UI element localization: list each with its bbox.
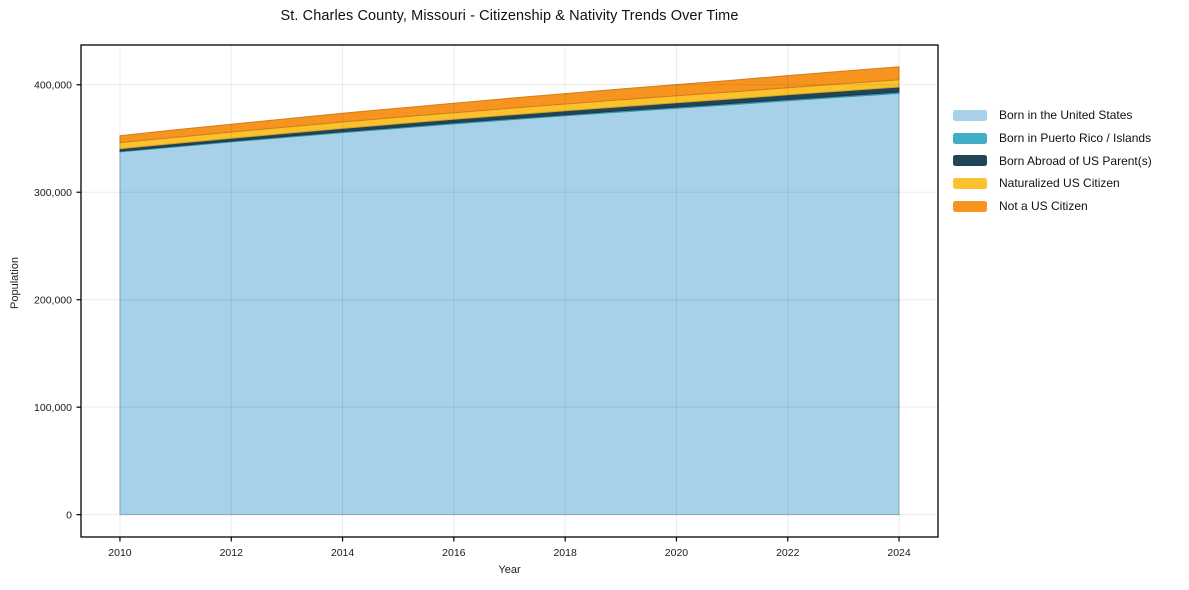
x-tick-label: 2010: [108, 547, 132, 559]
legend-swatch-icon: [953, 177, 987, 189]
legend: Born in the United States Born in Puerto …: [953, 104, 1152, 217]
area-series-1: [119, 92, 900, 516]
legend-item: Born Abroad of US Parent(s): [953, 149, 1152, 172]
legend-item: Not a US Citizen: [953, 195, 1152, 218]
legend-label: Not a US Citizen: [999, 199, 1088, 214]
legend-label: Born Abroad of US Parent(s): [999, 153, 1152, 168]
x-axis-title: Year: [498, 564, 521, 576]
legend-label: Born in Puerto Rico / Islands: [999, 131, 1152, 146]
legend-label: Naturalized US Citizen: [999, 176, 1120, 191]
x-tick-label: 2020: [665, 547, 689, 559]
x-tick-label: 2014: [331, 547, 355, 559]
x-tick-label: 2016: [442, 547, 466, 559]
legend-item: Born in Puerto Rico / Islands: [953, 127, 1152, 150]
y-tick-label: 300,000: [34, 187, 72, 199]
x-tick-label: 2018: [553, 547, 577, 559]
legend-swatch-icon: [953, 132, 987, 144]
y-tick-label: 0: [66, 509, 72, 521]
y-tick-label: 100,000: [34, 402, 72, 414]
legend-item: Born in the United States: [953, 104, 1152, 127]
y-tick-label: 200,000: [34, 294, 72, 306]
x-tick-label: 2024: [887, 547, 911, 559]
legend-item: Naturalized US Citizen: [953, 172, 1152, 195]
legend-swatch-icon: [953, 109, 987, 121]
legend-swatch-icon: [953, 155, 987, 167]
y-axis-title: Population: [9, 257, 21, 309]
chart-title: St. Charles County, Missouri - Citizensh…: [280, 8, 739, 24]
legend-swatch-icon: [953, 200, 987, 212]
y-tick-label: 400,000: [34, 79, 72, 91]
plot-border: [80, 44, 939, 538]
area-series-5: [119, 66, 900, 144]
x-tick-label: 2012: [220, 547, 244, 559]
x-tick-label: 2022: [776, 547, 800, 559]
legend-label: Born in the United States: [999, 108, 1133, 123]
